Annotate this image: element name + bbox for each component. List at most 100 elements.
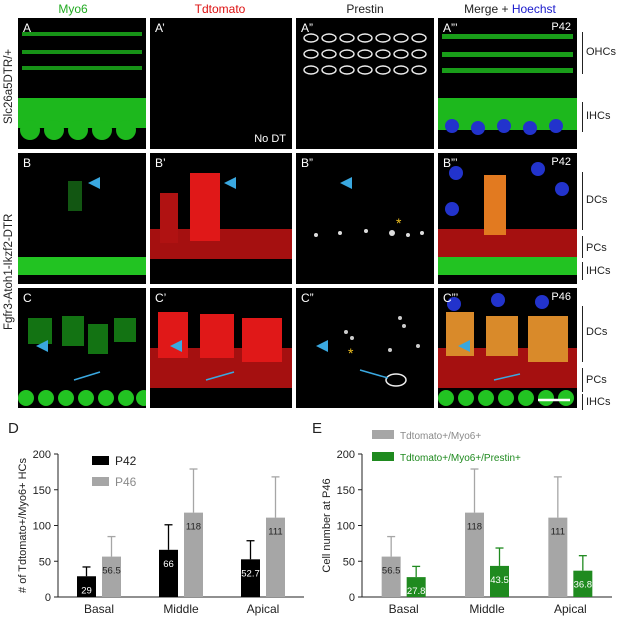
arrow-icon <box>205 371 235 381</box>
chart-e-legend-label: Tdtomato+/Myo6+/Prestin+ <box>400 453 521 464</box>
panel-a-prestin-image <box>303 33 427 75</box>
col-header-prestin: Prestin <box>346 2 384 16</box>
chart-d-bar <box>266 517 285 597</box>
bracket-c-ihcs-label: IHCs <box>586 396 611 408</box>
hoechst-label: Hoechst <box>511 2 556 16</box>
arrowhead-icon <box>88 177 100 189</box>
chart-e-x-tick-label: Apical <box>554 602 587 616</box>
chart-d-data-label: 118 <box>186 522 201 533</box>
panel-c-prestin: * C” <box>296 288 434 408</box>
panel-a-merge: A”’ P42 <box>438 18 577 149</box>
chart-d-x-tick-label: Middle <box>163 602 199 616</box>
chart-d-bar <box>241 559 260 597</box>
chart-e-data-label: 56.5 <box>382 566 401 577</box>
chart-d-y-axis-label: # of Tdtomato+/Myo6+ HCs <box>17 458 29 593</box>
arrowhead-icon <box>458 340 470 352</box>
panel-c3-label: C”’ <box>443 291 459 305</box>
panel-c-myo6: C <box>18 288 146 408</box>
chart-d-legend-label: P42 <box>115 454 137 468</box>
chart-e-bar <box>548 517 568 597</box>
panel-b-prestin-image: * <box>314 177 424 237</box>
no-dt-note: No DT <box>254 133 286 145</box>
chart-e-y-axis-label: Cell number at P46 <box>321 478 333 572</box>
panel-a-age: P42 <box>551 21 571 33</box>
bracket-a-ihcs <box>582 102 583 132</box>
chart-d-data-label: 111 <box>268 527 282 538</box>
bracket-b-pcs <box>582 236 583 258</box>
panel-b-merge-image <box>438 162 577 275</box>
panel-b1-label: B’ <box>155 156 166 170</box>
panel-c2-label: C” <box>301 291 314 305</box>
panel-b2-label: B” <box>301 156 313 170</box>
panel-a-myo6: A <box>18 18 146 149</box>
bracket-a-ohcs-label: OHCs <box>586 46 616 58</box>
asterisk-icon: * <box>396 215 402 231</box>
chart-d-y-tick-label: 200 <box>33 449 51 461</box>
chart-d-y-tick-label: 50 <box>39 556 51 568</box>
chart-d-x-tick-label: Apical <box>247 602 280 616</box>
chart-d-legend-swatch <box>92 456 109 465</box>
arrowhead-icon <box>340 177 352 189</box>
panel-a-prestin: A” <box>296 18 434 149</box>
genotype-label-a: Slc26a5DTR/+ <box>3 48 15 124</box>
bracket-c-ihcs <box>582 394 583 410</box>
chart-e-y-tick-label: 50 <box>343 556 355 568</box>
genotype-label-bc: Fgfr3-Atoh1-Ikzf2-DTR <box>3 213 15 330</box>
chart-d-data-label: 56.5 <box>102 566 121 577</box>
bracket-c-dcs <box>582 306 583 362</box>
panel-b-myo6: B <box>18 153 146 284</box>
panel-a2-label: A” <box>301 21 313 35</box>
panel-b-prestin: * B” <box>296 153 434 284</box>
bracket-a-ihcs-label: IHCs <box>586 110 611 122</box>
chart-e-bar <box>490 565 509 597</box>
chart-d-legend-label: P46 <box>115 475 137 489</box>
panel-b-tdtomato-image <box>150 173 292 259</box>
panel-a-label: A <box>23 21 32 35</box>
bracket-b-pcs-label: PCs <box>586 242 607 254</box>
panel-a-tdtomato: A’ No DT <box>150 18 292 149</box>
chart-e-legend-swatch <box>372 452 394 461</box>
chart-e-legend-label: Tdtomato+/Myo6+ <box>400 431 481 442</box>
panel-c-tdtomato-image <box>150 312 292 388</box>
chart-d: 0 50 100 150 200 # of Tdtomato+/Myo6+ HCs 29 56… <box>17 449 304 616</box>
chart-d-data-label: 29 <box>81 585 92 596</box>
chart-d-data-label: 66 <box>163 559 174 570</box>
chart-e-data-label: 118 <box>467 522 482 533</box>
bracket-b-ihcs <box>582 262 583 280</box>
chart-e: 0 50 100 150 200 Cell number at P46 56.5 27.8 Ba… <box>321 430 612 616</box>
col-header-tdtomato: Tdtomato <box>194 2 246 16</box>
panel-c-age: P46 <box>551 291 571 303</box>
chart-d-y-tick-label: 100 <box>33 521 51 533</box>
chart-e-data-label: 36.8 <box>574 580 593 591</box>
panel-c-label: C <box>23 291 32 305</box>
chart-e-data-label: 111 <box>551 527 565 538</box>
chart-e-bar <box>381 556 401 597</box>
panel-a-merge-image <box>438 34 577 135</box>
chart-d-bar <box>159 549 178 597</box>
chart-e-bar <box>406 577 426 597</box>
arrow-icon <box>493 373 521 381</box>
chart-e-y-tick-label: 100 <box>337 521 355 533</box>
chart-d-bar <box>77 576 96 597</box>
chart-e-bar <box>465 512 484 597</box>
bracket-c-pcs <box>582 368 583 392</box>
chart-e-legend-swatch <box>372 430 394 439</box>
arrowhead-icon <box>170 340 182 352</box>
chart-d-y-tick-label: 0 <box>45 592 51 604</box>
panel-a1-label: A’ <box>155 21 165 35</box>
chart-e-x-tick-label: Middle <box>469 602 505 616</box>
arrowhead-icon <box>224 177 236 189</box>
arrowhead-icon <box>36 340 48 352</box>
panel-a3-label: A”’ <box>443 21 458 35</box>
panel-b-label: B <box>23 156 32 170</box>
chart-e-x-tick-label: Basal <box>389 602 419 616</box>
bracket-c-pcs-label: PCs <box>586 374 607 386</box>
panel-c-merge-image <box>438 293 577 406</box>
bracket-b-ihcs-label: IHCs <box>586 265 611 277</box>
chart-e-y-tick-label: 0 <box>349 592 355 604</box>
panel-b-merge: B”’ P42 <box>438 153 577 284</box>
chart-e-y-tick-label: 150 <box>337 485 355 497</box>
arrowhead-icon <box>316 340 328 352</box>
panel-b-age: P42 <box>551 156 571 168</box>
panel-c-myo6-image <box>18 316 146 406</box>
